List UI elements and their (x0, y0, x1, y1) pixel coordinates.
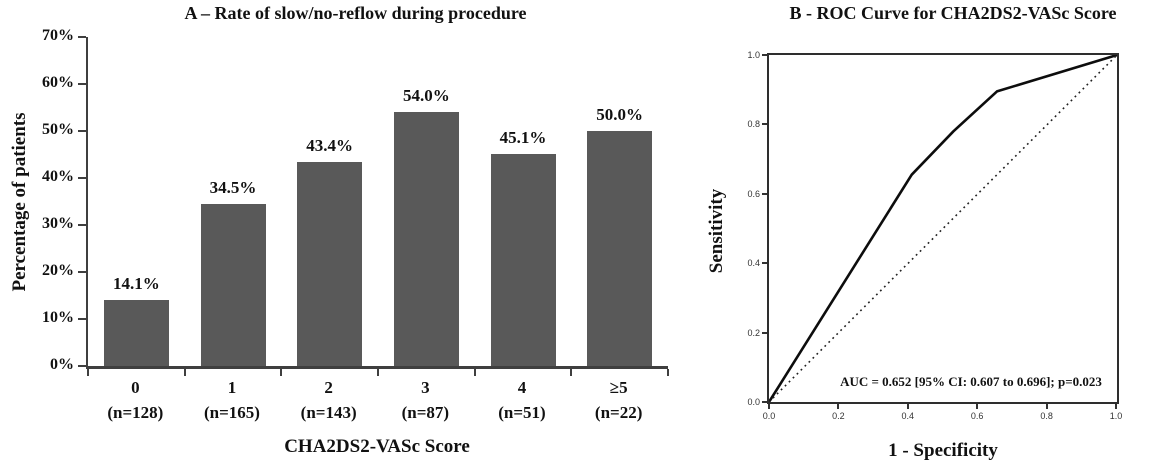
y-axis-tick-label: 50% (42, 121, 74, 138)
x-axis-tick (570, 369, 573, 376)
y-axis-tick (78, 318, 86, 320)
roc-y-axis-tick (762, 54, 767, 56)
roc-y-axis-tick (762, 331, 767, 334)
y-axis-tick (78, 271, 86, 273)
bar-chart-plot-area: 0% 10% 20% 30% 40% 50% 60% 70% 14.1% 34.5% 43.4% 54… (42, 27, 669, 376)
bar-value-label: 54.0% (402, 86, 450, 106)
bar (490, 154, 556, 366)
bar-value-label: 45.1% (499, 128, 547, 148)
bar (200, 203, 266, 366)
bar (297, 162, 363, 366)
category-label: ≥5 (609, 378, 628, 397)
y-axis-tick-label: 60% (42, 74, 74, 91)
roc-plot-area: AUC = 0.652 [95% CI: 0.607 to 0.696]; p=… (767, 53, 1119, 404)
category-label: 3 (421, 378, 430, 397)
roc-x-axis-tick-label: 0.6 (970, 411, 984, 421)
y-axis-tick (78, 224, 86, 226)
panel-a-title: A – Rate of slow/no-reflow during proced… (184, 3, 527, 23)
roc-x-axis-tick-label: 0.8 (1040, 411, 1053, 421)
roc-x-axis-tick (976, 404, 979, 409)
roc-curve-canvas (769, 55, 1117, 402)
category-label: 1 (227, 378, 237, 397)
y-axis-tick-label: 40% (42, 168, 74, 185)
y-axis-tick-label: 70% (42, 27, 74, 44)
y-axis-tick-label: 30% (42, 215, 74, 232)
roc-y-axis-tick-label: 0.6 (747, 188, 760, 199)
y-axis-tick (78, 83, 86, 85)
x-axis-tick (473, 369, 476, 376)
roc-x-axis-tick-label: 0.0 (762, 411, 776, 421)
roc-y-axis-tick (762, 192, 767, 195)
roc-x-axis-tick (1115, 404, 1117, 409)
roc-x-axis-tick (906, 404, 909, 409)
bar (587, 131, 653, 366)
bar (103, 299, 169, 366)
panel-b-title: B - ROC Curve for CHA2DS2-VASc Score (789, 3, 1117, 23)
roc-y-axis-tick (762, 123, 767, 126)
bar-value-label: 43.4% (306, 136, 354, 156)
category-count-label: (n=128) (107, 403, 164, 422)
category-count-label: (n=143) (300, 403, 357, 422)
roc-y-axis-tick-label: 0.4 (747, 258, 760, 269)
y-axis-tick (78, 177, 86, 179)
y-axis-tick (78, 365, 86, 367)
roc-x-axis-tick (1045, 404, 1048, 409)
panel-a-x-axis-label: CHA2DS2-VASc Score (284, 436, 470, 457)
roc-x-axis-tick-label: 0.4 (901, 411, 915, 421)
y-axis-tick-label: 10% (42, 309, 74, 326)
y-axis-tick (78, 36, 86, 38)
category-count-label: (n=22) (594, 403, 643, 422)
roc-y-axis-tick (762, 262, 767, 265)
category-count-label: (n=51) (498, 403, 546, 422)
bar-value-label: 14.1% (112, 273, 160, 293)
category-label: 0 (131, 378, 140, 397)
roc-x-axis-tick-label: 1.0 (1109, 411, 1123, 421)
roc-y-axis-tick (762, 401, 767, 403)
category-label: 4 (517, 378, 527, 397)
roc-x-axis-tick-label: 0.2 (832, 411, 845, 421)
roc-y-axis-tick-label: 0.2 (747, 327, 760, 338)
roc-curve (769, 55, 1117, 402)
panel-b-x-axis-label: 1 - Specificity (888, 440, 998, 461)
roc-y-axis-tick-label: 1.0 (747, 50, 760, 60)
x-axis-tick (280, 369, 283, 376)
x-axis-tick (377, 369, 379, 376)
roc-x-axis-tick (837, 404, 840, 409)
x-axis-tick (87, 369, 89, 376)
category-label: 2 (324, 378, 333, 397)
x-axis-tick (183, 369, 186, 376)
x-axis-tick (667, 369, 669, 376)
reference-diagonal (769, 55, 1117, 402)
bar (393, 112, 459, 366)
auc-annotation: AUC = 0.652 [95% CI: 0.607 to 0.696]; p=… (840, 374, 1102, 389)
category-count-label: (n=87) (401, 403, 450, 422)
panel-b-y-axis-label: Sensitivity (706, 188, 727, 274)
roc-y-axis-tick-label: 0.8 (747, 119, 760, 130)
roc-x-axis-tick (768, 404, 770, 409)
bar-value-label: 50.0% (596, 105, 644, 124)
roc-y-axis-tick-label: 0.0 (747, 397, 760, 407)
category-count-label: (n=165) (204, 403, 260, 422)
y-axis-tick (78, 130, 86, 132)
y-axis-tick-label: 0% (50, 356, 74, 373)
y-axis-tick-label: 20% (42, 262, 74, 279)
bar-value-label: 34.5% (209, 177, 257, 197)
